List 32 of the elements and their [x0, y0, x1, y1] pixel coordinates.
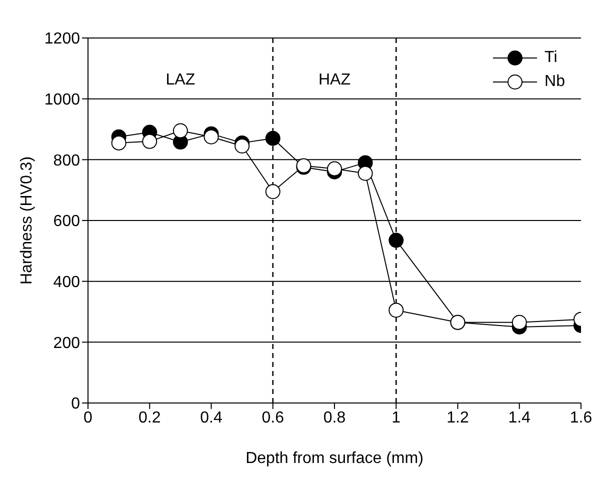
y-tick-label: 200: [53, 334, 80, 352]
point: [358, 166, 373, 181]
x-tick-label: 1.2: [446, 409, 469, 426]
y-tick-label: 400: [53, 274, 80, 292]
y-tick-label: 1000: [44, 92, 80, 109]
y-axis-title: Hardness (HV0.3): [18, 156, 36, 285]
point: [142, 134, 158, 149]
annotation: HAZ: [318, 72, 351, 88]
x-tick-label: 0.2: [138, 409, 161, 426]
x-tick-label: 0.6: [262, 409, 284, 426]
x-tick-label: 0.8: [323, 409, 346, 426]
point: [265, 184, 280, 200]
point: [234, 138, 250, 154]
y-tick-label: 800: [53, 152, 80, 170]
point: [327, 161, 342, 176]
x-tick-label: 0.4: [200, 409, 222, 426]
y-tick-label: 1200: [44, 30, 80, 48]
x-tick-label: 0: [84, 409, 93, 426]
x-tick-label: 1.4: [508, 409, 531, 426]
y-tick-label: 0: [71, 396, 80, 413]
x-tick-label: 1: [392, 409, 401, 426]
y-tick-label: 600: [53, 213, 80, 230]
annotation: LAZ: [166, 72, 196, 88]
point: [204, 129, 219, 144]
legend-label: Nb: [544, 73, 565, 91]
x-axis-title: Depth from surface (mm): [246, 450, 424, 467]
point: [265, 130, 280, 146]
point: [111, 135, 126, 150]
point: [512, 314, 527, 330]
point: [388, 232, 404, 248]
legend-label: Ti: [544, 49, 558, 67]
x-tick-label: 1.6: [570, 409, 592, 426]
